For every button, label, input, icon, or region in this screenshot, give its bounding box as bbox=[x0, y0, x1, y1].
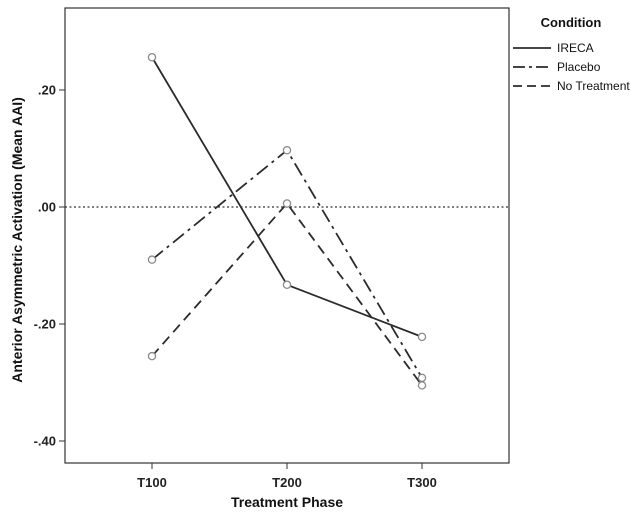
x-tick-label: T300 bbox=[407, 475, 437, 490]
data-point-placebo bbox=[417, 373, 427, 383]
y-axis-title: Anterior Asymmetric Activation (Mean AAI… bbox=[9, 97, 25, 383]
data-point-no-treatment bbox=[417, 381, 427, 390]
y-tick-label: -.40 bbox=[34, 434, 56, 449]
data-point-placebo bbox=[147, 255, 157, 264]
axes: .20 .00 -.20 -.40 T100 T200 T300 bbox=[34, 7, 510, 490]
legend: Condition IRECA Placebo No Treatment bbox=[513, 15, 630, 93]
y-tick-label: -.20 bbox=[34, 317, 56, 332]
plot-area bbox=[65, 52, 509, 390]
y-tick-label: .00 bbox=[38, 200, 56, 215]
y-tick-label: .20 bbox=[38, 83, 56, 98]
legend-label-ireca: IRECA bbox=[557, 41, 594, 55]
series-line-placebo bbox=[151, 148, 423, 379]
data-point-ireca bbox=[417, 332, 427, 342]
data-point-ireca bbox=[147, 52, 157, 62]
plot-frame bbox=[64, 7, 510, 464]
legend-label-placebo: Placebo bbox=[557, 60, 601, 74]
x-axis-title: Treatment Phase bbox=[231, 494, 343, 510]
data-point-ireca bbox=[282, 280, 292, 290]
x-tick-label: T200 bbox=[272, 475, 302, 490]
data-point-no-treatment bbox=[282, 199, 292, 208]
legend-label-no-treatment: No Treatment bbox=[557, 79, 630, 93]
data-point-no-treatment bbox=[147, 351, 157, 361]
series-line-no-treatment bbox=[151, 202, 423, 386]
series-line-ireca bbox=[151, 56, 423, 338]
data-point-placebo bbox=[282, 146, 292, 155]
x-tick-label: T100 bbox=[137, 475, 167, 490]
legend-title: Condition bbox=[541, 15, 602, 30]
